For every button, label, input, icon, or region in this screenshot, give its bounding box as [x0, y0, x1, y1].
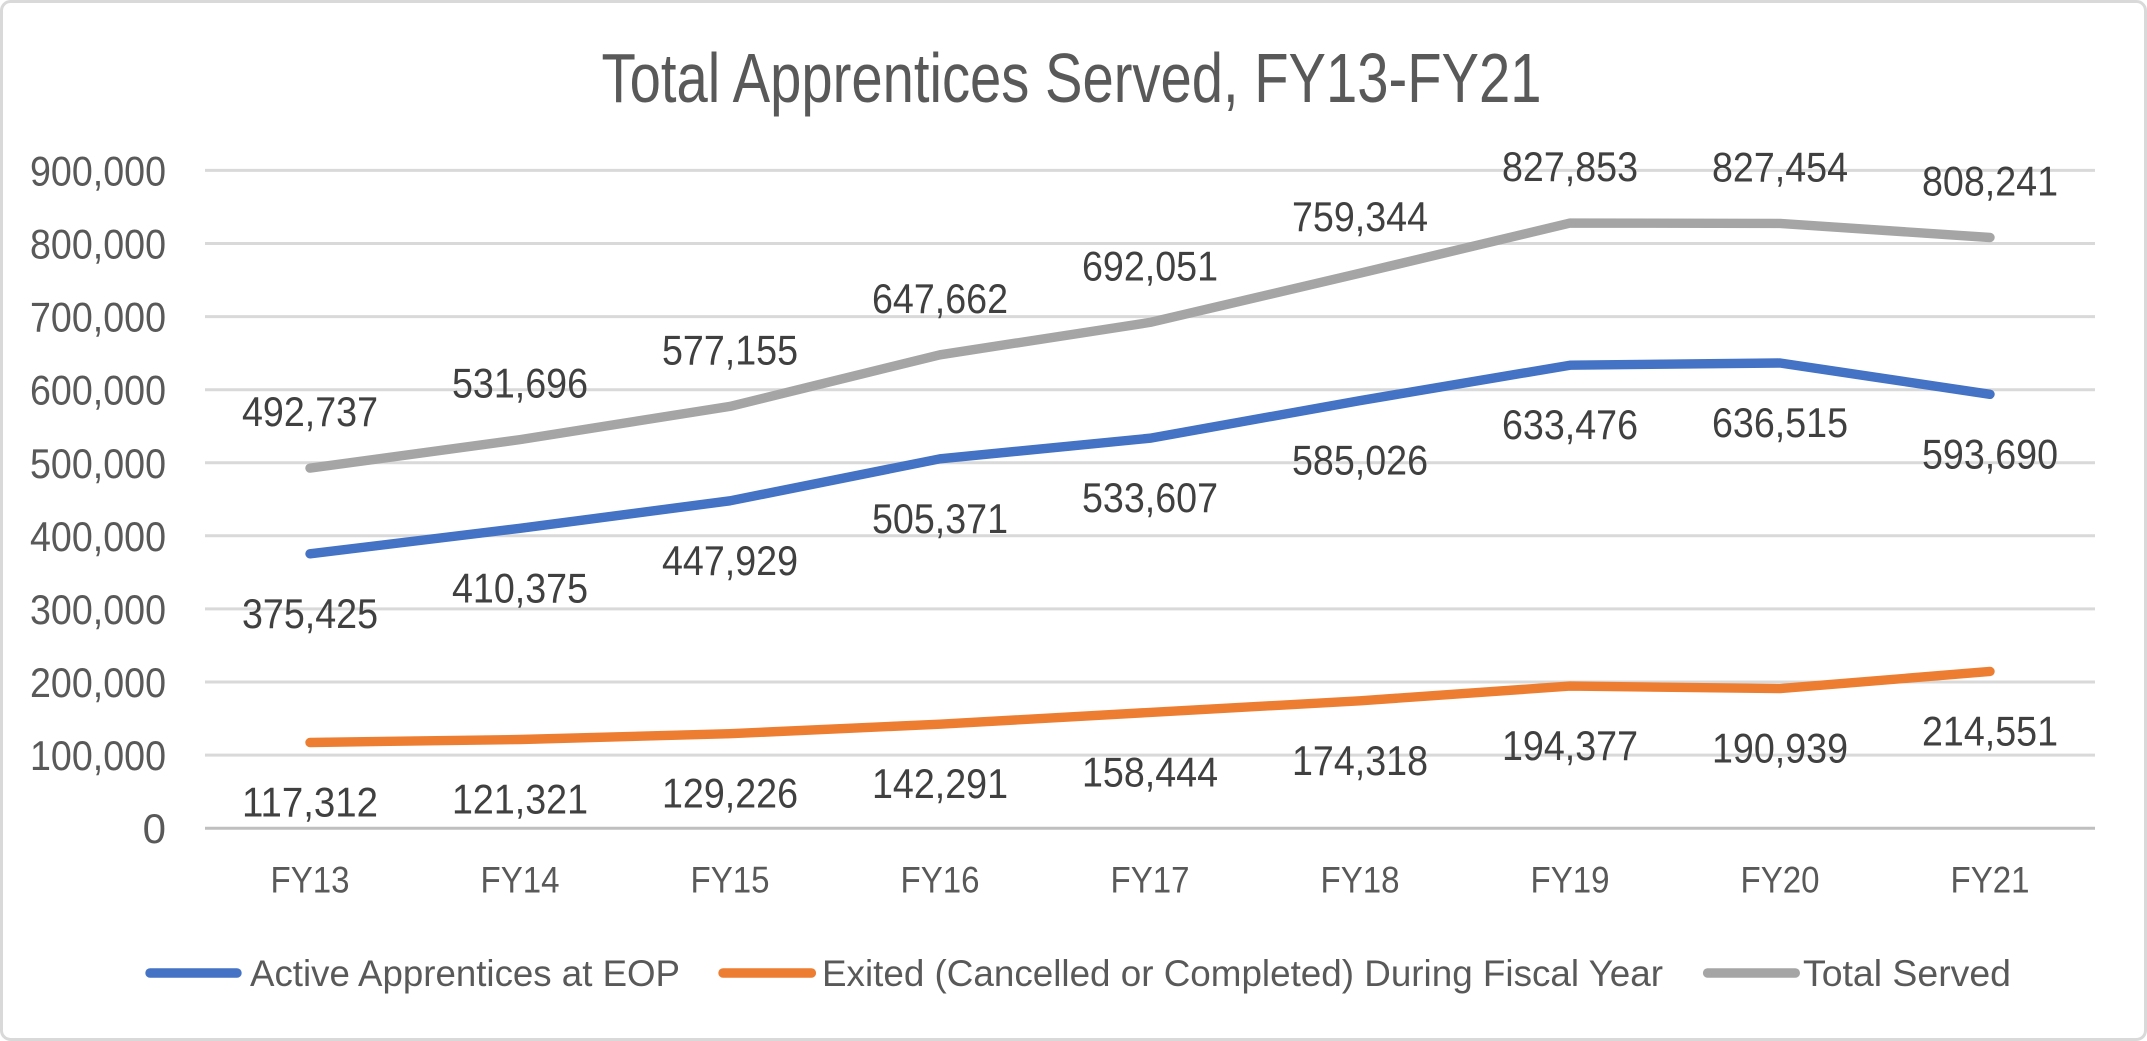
- svg-text:FY13: FY13: [271, 860, 350, 901]
- svg-text:531,696: 531,696: [452, 360, 588, 407]
- svg-text:700,000: 700,000: [30, 294, 166, 341]
- svg-text:100,000: 100,000: [30, 732, 166, 779]
- svg-text:500,000: 500,000: [30, 440, 166, 487]
- svg-text:Total Served: Total Served: [1803, 953, 2011, 994]
- svg-text:900,000: 900,000: [30, 147, 166, 194]
- svg-text:759,344: 759,344: [1292, 193, 1428, 240]
- svg-text:200,000: 200,000: [30, 659, 166, 706]
- svg-text:129,226: 129,226: [662, 770, 798, 817]
- svg-text:600,000: 600,000: [30, 367, 166, 414]
- svg-text:Total Apprentices Served, FY13: Total Apprentices Served, FY13-FY21: [602, 39, 1542, 117]
- svg-text:FY15: FY15: [691, 860, 770, 901]
- svg-text:174,318: 174,318: [1292, 737, 1428, 784]
- svg-text:121,321: 121,321: [452, 776, 588, 823]
- svg-text:FY16: FY16: [901, 860, 980, 901]
- svg-text:585,026: 585,026: [1292, 437, 1428, 484]
- svg-text:827,853: 827,853: [1502, 143, 1638, 190]
- svg-text:190,939: 190,939: [1712, 725, 1848, 772]
- svg-text:300,000: 300,000: [30, 586, 166, 633]
- svg-text:FY21: FY21: [1951, 860, 2030, 901]
- svg-text:827,454: 827,454: [1712, 143, 1848, 190]
- svg-text:Active Apprentices at EOP: Active Apprentices at EOP: [250, 953, 680, 994]
- svg-text:505,371: 505,371: [872, 495, 1008, 542]
- svg-text:692,051: 692,051: [1082, 242, 1218, 289]
- svg-text:FY19: FY19: [1531, 860, 1610, 901]
- svg-text:FY18: FY18: [1321, 860, 1400, 901]
- svg-text:492,737: 492,737: [242, 388, 378, 435]
- svg-text:447,929: 447,929: [662, 537, 798, 584]
- svg-text:0: 0: [143, 805, 166, 852]
- svg-text:Exited (Cancelled or Completed: Exited (Cancelled or Completed) During F…: [822, 953, 1663, 994]
- svg-text:410,375: 410,375: [452, 564, 588, 611]
- svg-text:194,377: 194,377: [1502, 722, 1638, 769]
- svg-text:117,312: 117,312: [242, 779, 378, 826]
- svg-text:FY20: FY20: [1741, 860, 1820, 901]
- svg-text:FY14: FY14: [481, 860, 560, 901]
- svg-text:808,241: 808,241: [1922, 158, 2058, 205]
- svg-text:647,662: 647,662: [872, 275, 1008, 322]
- svg-text:533,607: 533,607: [1082, 474, 1218, 521]
- svg-text:593,690: 593,690: [1922, 430, 2058, 477]
- svg-text:636,515: 636,515: [1712, 399, 1848, 446]
- svg-text:577,155: 577,155: [662, 326, 798, 373]
- svg-text:158,444: 158,444: [1082, 748, 1218, 795]
- svg-text:633,476: 633,476: [1502, 401, 1638, 448]
- svg-text:214,551: 214,551: [1922, 707, 2058, 754]
- svg-text:FY17: FY17: [1111, 860, 1190, 901]
- svg-text:375,425: 375,425: [242, 590, 378, 637]
- svg-text:142,291: 142,291: [872, 760, 1008, 807]
- svg-text:400,000: 400,000: [30, 513, 166, 560]
- svg-text:800,000: 800,000: [30, 221, 166, 268]
